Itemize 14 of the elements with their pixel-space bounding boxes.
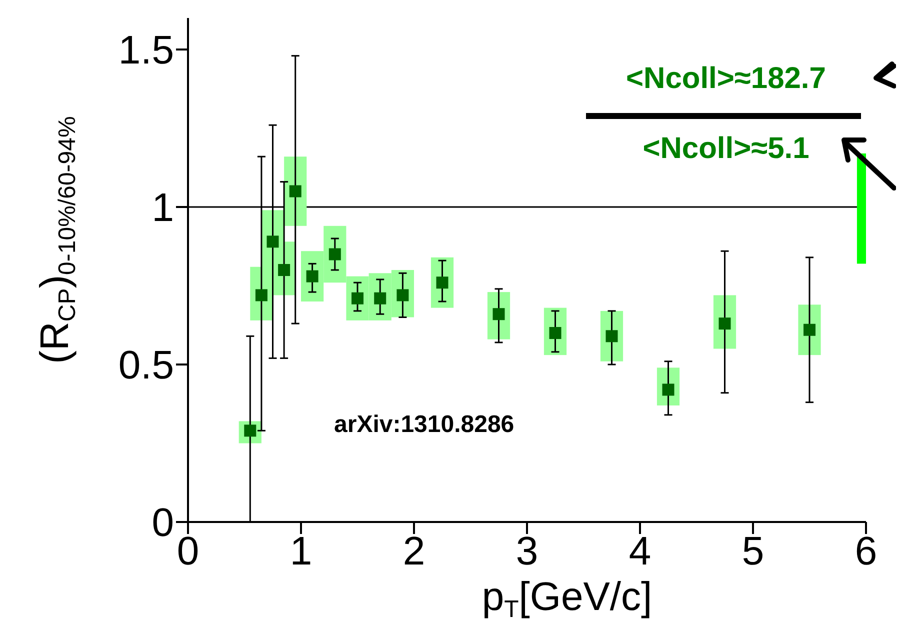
x-tick-label: 3: [516, 529, 538, 574]
annotation: <Ncoll>≈182.7: [626, 62, 826, 95]
x-tick-label: 1: [290, 529, 312, 574]
annotation: <Ncoll>≈5.1: [642, 132, 810, 165]
y-tick-label: 0: [152, 501, 174, 546]
x-tick-label: 4: [628, 529, 652, 574]
annotation: arXiv:1310.8286: [334, 411, 514, 438]
x-axis-title: p$_{T}$[GeV/c]: [482, 575, 652, 624]
x-tick-label: 6: [854, 529, 878, 574]
x-tick-label: 5: [742, 529, 764, 574]
y-tick-label: 0.5: [118, 344, 174, 388]
x-tick-label: 2: [402, 529, 426, 574]
y-tick-label: 1: [152, 186, 174, 230]
y-tick-label: 1.5: [118, 28, 174, 73]
